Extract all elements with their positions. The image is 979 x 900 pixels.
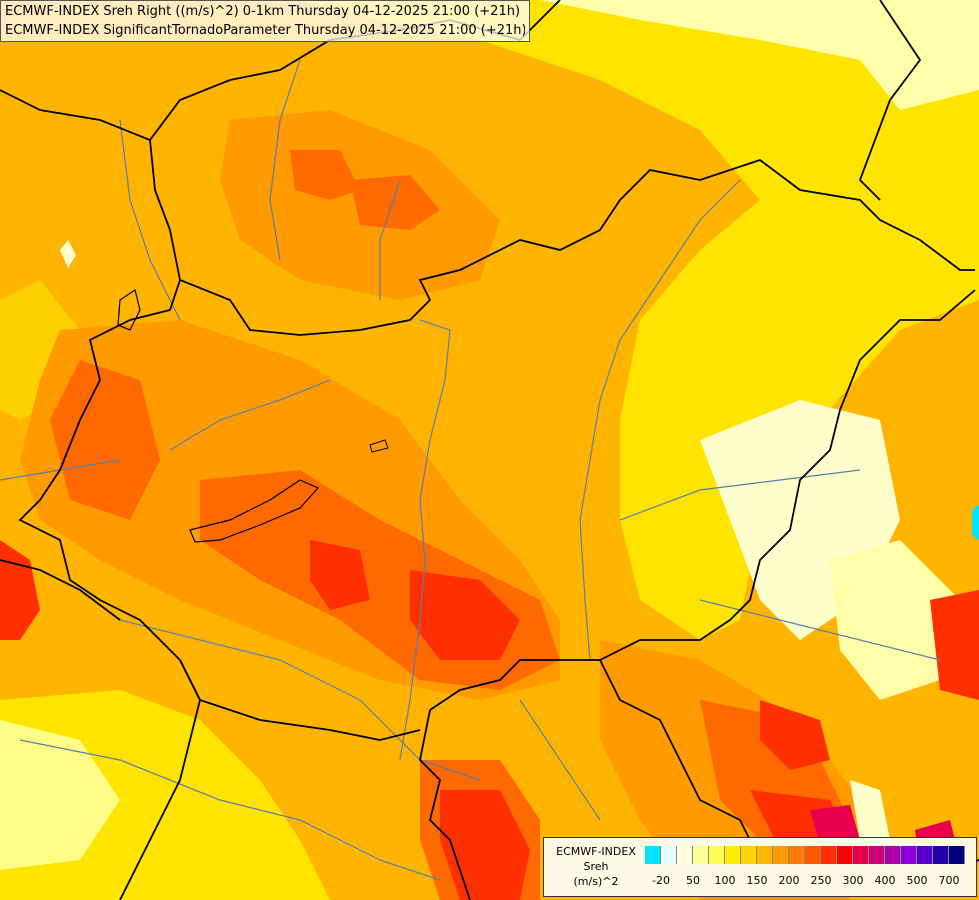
field-redorange-north2 (350, 175, 440, 230)
field-crimson-se (810, 805, 860, 845)
border-croatia-serbia (419, 709, 471, 900)
legend-swatch (773, 846, 789, 864)
legend-tick-label: 250 (810, 874, 832, 887)
legend-line-3: (m/s)^2 (573, 875, 619, 888)
legend-tick-label: 100 (714, 874, 736, 887)
field-lightyellow-se (850, 780, 890, 840)
legend-swatches (645, 846, 965, 864)
legend-swatch (645, 846, 661, 864)
legend-swatch (757, 846, 773, 864)
legend-swatch (677, 846, 693, 864)
legend-label: ECMWF-INDEX Sreh (m/s)^2 (548, 844, 644, 889)
field-redorange-west (50, 360, 160, 520)
legend-swatch (837, 846, 853, 864)
legend-tick-label: 200 (778, 874, 800, 887)
legend-swatch (709, 846, 725, 864)
legend-tick-label: 700 (938, 874, 960, 887)
legend-ticks: -20 50 100 150 200 250 300 400 500 700 (645, 874, 975, 888)
field-cyan-east (972, 505, 979, 540)
legend-tick-label: 300 (842, 874, 864, 887)
river-vah (269, 59, 301, 261)
river-drava (119, 619, 481, 781)
field-lightyellow-e2 (830, 540, 960, 700)
legend-swatch (901, 846, 917, 864)
legend-swatch (789, 846, 805, 864)
legend-swatch (885, 846, 901, 864)
border-slovenia (18, 469, 421, 741)
border-serbia-romania (599, 659, 761, 861)
legend-swatch (661, 846, 677, 864)
field-lightyellow-ne (540, 0, 979, 110)
border-ukraine (858, 0, 922, 201)
title-line-1: ECMWF-INDEX Sreh Right ((m/s)^2) 0-1km T… (5, 4, 521, 19)
river-sava (19, 739, 441, 881)
legend-tick-label: 150 (746, 874, 768, 887)
river-danube (399, 319, 451, 761)
border-bosnia (119, 659, 201, 900)
field-lightyellow-sw (0, 720, 120, 870)
legend-swatch (933, 846, 949, 864)
field-red-center2 (410, 570, 520, 660)
lake-neusiedl (117, 289, 141, 331)
river-morava (119, 119, 181, 321)
legend-tick-label: -20 (652, 874, 670, 887)
field-red-east (930, 590, 979, 700)
legend-line-1: ECMWF-INDEX (556, 845, 636, 858)
legend-line-2: Sreh (583, 860, 609, 873)
river-raba (169, 379, 331, 451)
border-hungary-austria (59, 279, 181, 471)
legend-swatch (949, 846, 965, 864)
river-hron (379, 179, 401, 300)
lake-balaton (189, 479, 319, 543)
legend-swatch (869, 846, 885, 864)
field-redorange-north (290, 150, 360, 200)
border-romania-west (429, 289, 976, 711)
color-legend: ECMWF-INDEX Sreh (m/s)^2 -20 50 100 150 200 2… (543, 837, 977, 897)
map-title-box: ECMWF-INDEX Sreh Right ((m/s)^2) 0-1km T… (0, 0, 530, 42)
lake-small (369, 439, 389, 453)
river-south (519, 699, 601, 821)
legend-swatch (917, 846, 933, 864)
legend-tick-label: 400 (874, 874, 896, 887)
field-lightyellow-pt (60, 240, 76, 268)
field-red-west (0, 540, 40, 640)
field-red-center (310, 540, 370, 610)
field-red-se (760, 700, 830, 770)
legend-swatch (821, 846, 837, 864)
legend-swatch (725, 846, 741, 864)
legend-tick-label: 500 (906, 874, 928, 887)
field-red-south (440, 790, 530, 900)
legend-swatch (741, 846, 757, 864)
border-czech-austria (0, 89, 975, 336)
legend-tick-label: 50 (686, 874, 700, 887)
field-yellow-north (300, 0, 979, 640)
legend-swatch (853, 846, 869, 864)
legend-swatch (693, 846, 709, 864)
river-mures (619, 469, 861, 521)
border-austria-italy (0, 559, 121, 621)
title-line-2: ECMWF-INDEX SignificantTornadoParameter … (5, 23, 525, 38)
legend-swatch (805, 846, 821, 864)
river-tisza (579, 179, 741, 661)
